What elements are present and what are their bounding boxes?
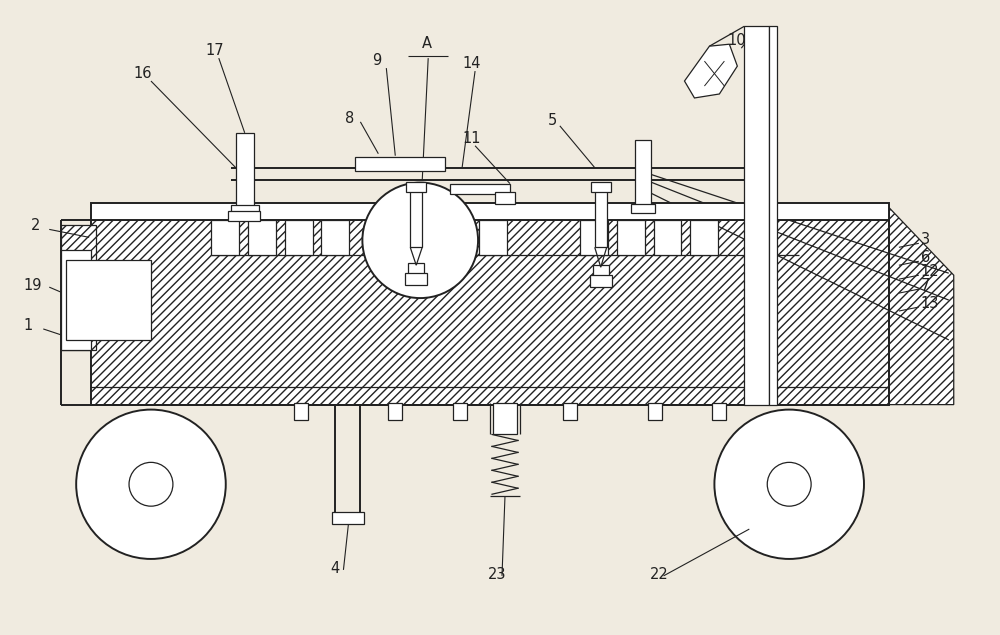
Bar [236, 133, 254, 208]
Bar [690, 220, 718, 255]
Bar [248, 220, 276, 255]
Bar [332, 512, 364, 524]
Bar [355, 157, 445, 171]
Bar [744, 26, 769, 404]
Bar [591, 182, 611, 192]
Text: 9: 9 [372, 53, 382, 68]
Bar [405, 220, 433, 255]
Text: A: A [422, 36, 432, 51]
Bar [91, 220, 889, 404]
Bar [450, 184, 510, 194]
Polygon shape [684, 44, 737, 98]
Bar [453, 403, 467, 420]
Circle shape [129, 462, 173, 506]
Bar [595, 187, 607, 247]
Text: 12: 12 [921, 264, 939, 279]
Bar [631, 203, 655, 213]
Bar [479, 220, 507, 255]
Bar [408, 264, 424, 275]
Text: 5: 5 [548, 113, 557, 128]
Bar [406, 182, 426, 192]
Text: 22: 22 [650, 567, 668, 582]
Text: 16: 16 [133, 66, 152, 81]
Bar [294, 403, 308, 420]
Bar [495, 192, 515, 203]
Bar [769, 26, 777, 404]
Bar [580, 220, 608, 255]
Bar [61, 225, 96, 350]
Text: 8: 8 [345, 111, 355, 126]
Bar [228, 211, 260, 222]
Text: 6: 6 [921, 250, 930, 265]
Bar [593, 265, 609, 277]
Circle shape [714, 410, 864, 559]
Circle shape [767, 462, 811, 506]
Bar [211, 220, 239, 255]
Text: 10: 10 [727, 33, 746, 48]
Circle shape [362, 183, 478, 298]
Text: 23: 23 [488, 567, 507, 582]
Bar [654, 220, 681, 255]
Text: 11: 11 [462, 131, 481, 146]
Text: 17: 17 [206, 43, 224, 58]
Bar [405, 273, 427, 285]
Text: 19: 19 [23, 278, 42, 293]
Bar [285, 220, 313, 255]
Bar [410, 187, 422, 247]
Text: 2: 2 [31, 218, 41, 234]
Bar [493, 403, 517, 434]
Bar [563, 403, 577, 420]
Text: 3: 3 [921, 232, 930, 247]
Text: 1: 1 [23, 318, 33, 333]
Circle shape [76, 410, 226, 559]
Bar [712, 403, 726, 420]
Bar [91, 203, 889, 220]
Bar [648, 403, 662, 420]
Text: 4: 4 [330, 561, 340, 576]
Bar [321, 220, 349, 255]
Bar [66, 260, 151, 340]
Bar [617, 220, 645, 255]
Polygon shape [889, 208, 954, 404]
Bar [635, 140, 651, 208]
Bar [442, 220, 470, 255]
Bar [61, 250, 91, 350]
Bar [231, 206, 259, 213]
Bar [388, 403, 402, 420]
Bar [590, 275, 612, 287]
Text: 13: 13 [921, 296, 939, 311]
Text: 7: 7 [921, 278, 930, 293]
Text: 14: 14 [462, 56, 481, 71]
